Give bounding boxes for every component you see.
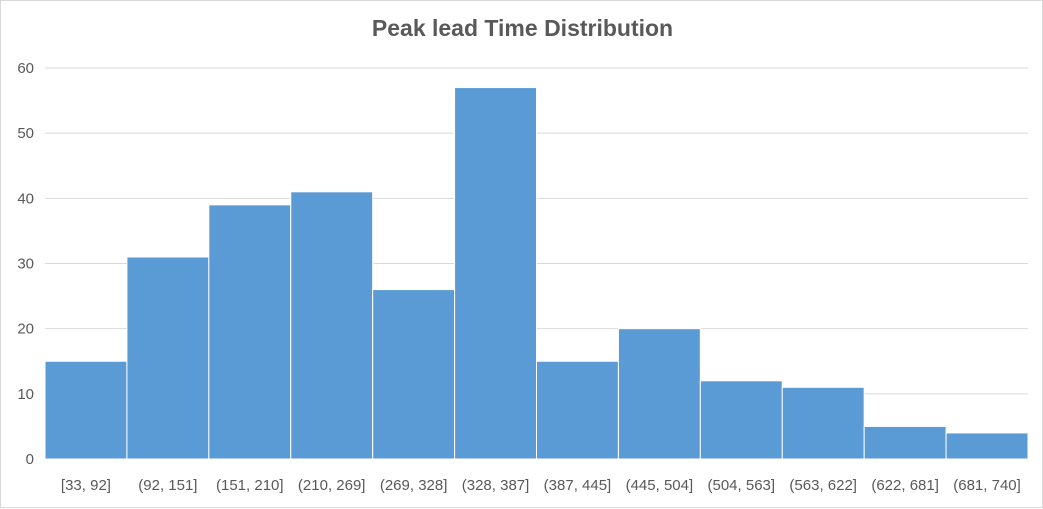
x-tick-label: (151, 210] (216, 477, 284, 494)
x-tick-label: (681, 740] (953, 477, 1021, 494)
x-tick-label: (504, 563] (708, 477, 776, 494)
y-tick-label: 50 (17, 125, 34, 142)
y-tick-label: 10 (17, 386, 34, 403)
bar-2 (208, 204, 292, 460)
bar-0 (44, 360, 128, 460)
bar-7 (617, 328, 701, 460)
bar-11 (945, 432, 1029, 460)
x-tick-label: (445, 504] (626, 477, 694, 494)
bar-4 (372, 289, 456, 460)
x-tick-label: (92, 151] (138, 477, 197, 494)
x-tick-label: (563, 622] (789, 477, 857, 494)
y-tick-label: 0 (26, 451, 34, 468)
x-tick-label: [33, 92] (61, 477, 111, 494)
x-tick-label: (210, 269] (298, 477, 366, 494)
x-tick-label: (269, 328] (380, 477, 448, 494)
y-tick-label: 20 (17, 321, 34, 338)
bar-10 (863, 425, 947, 460)
bar-6 (536, 360, 619, 460)
x-tick-label: (622, 681] (871, 477, 939, 494)
bar-1 (126, 256, 210, 460)
x-axis-ticks: [33, 92] (92, 151] (151, 210] (210, 269] (26… (61, 477, 1021, 494)
chart-title: Peak lead Time Distribution (371, 15, 674, 41)
bar-3 (290, 191, 374, 460)
y-tick-label: 60 (17, 60, 34, 77)
x-tick-label: (387, 445] (544, 477, 612, 494)
y-axis-ticks: 0 10 20 30 40 50 60 (17, 60, 34, 468)
bars (44, 87, 1029, 460)
y-tick-label: 30 (17, 256, 34, 273)
x-tick-label: (328, 387] (462, 477, 530, 494)
bar-9 (781, 386, 865, 460)
y-tick-label: 40 (17, 190, 34, 207)
bar-5 (454, 87, 538, 460)
bar-8 (699, 380, 783, 460)
